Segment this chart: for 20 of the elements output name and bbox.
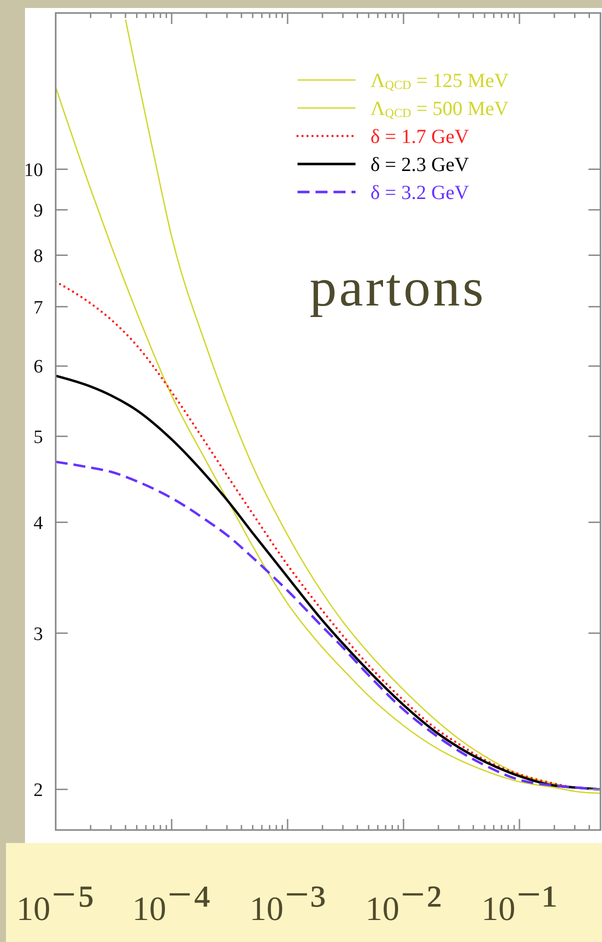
legend-label: δ = 3.2 GeV xyxy=(370,182,470,204)
x-tick-label: 10⁻¹ xyxy=(481,876,558,932)
x-tick-label: 10⁻³ xyxy=(249,876,326,932)
y-tick-label: 8 xyxy=(34,246,43,267)
annotation: partons xyxy=(310,257,486,318)
y-tick-label: 7 xyxy=(34,297,43,318)
y-tick-label: 3 xyxy=(34,624,43,645)
legend-label: δ = 1.7 GeV xyxy=(370,126,470,148)
legend-label: Λ$_{QCD}$ = 500 MeV xyxy=(370,98,510,120)
y-tick-label: 2 xyxy=(34,780,43,802)
legend-label: δ = 2.3 GeV xyxy=(370,154,470,176)
y-tick-label: 5 xyxy=(34,426,43,448)
x-tick-label: 10⁻⁵ xyxy=(16,876,96,932)
y-tick-label: 9 xyxy=(34,200,43,222)
x-tick-label: 10⁻⁴ xyxy=(132,876,211,932)
legend-label: Λ$_{QCD}$ = 125 MeV xyxy=(370,70,510,92)
x-tick-label: 10⁻² xyxy=(365,876,442,932)
y-tick-label: 10 xyxy=(24,160,43,181)
y-tick-label: 4 xyxy=(34,512,44,534)
y-tick-label: 6 xyxy=(34,356,43,378)
